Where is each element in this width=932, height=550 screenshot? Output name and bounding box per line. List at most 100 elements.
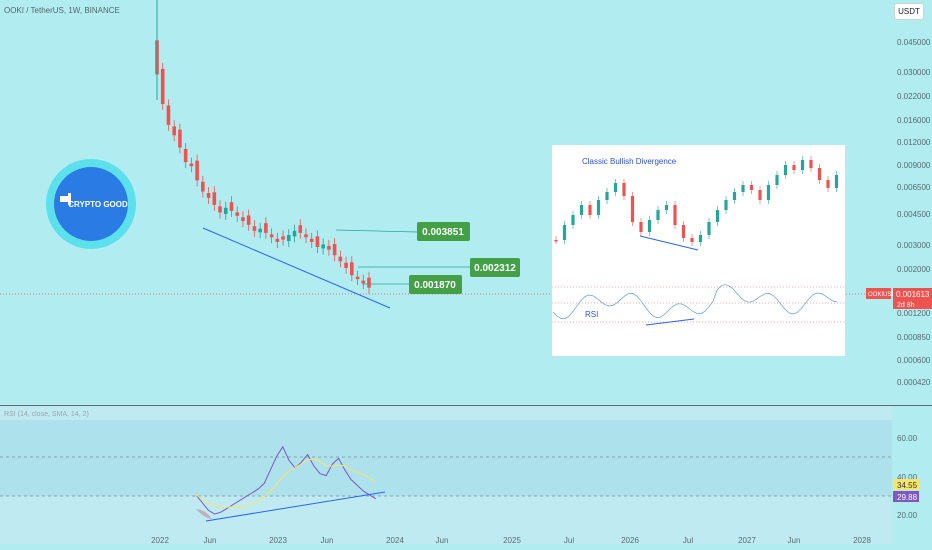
price-axis-label: 0.030000: [897, 68, 931, 77]
price-axis-label: 0.045000: [897, 38, 931, 47]
inset-candle-body: [690, 238, 694, 242]
candle-body: [264, 223, 268, 233]
divergence-inset: Classic Bullish Divergence RSI: [552, 145, 845, 356]
price-axis-label: 0.001200: [897, 309, 931, 318]
inset-candle-body: [809, 160, 813, 168]
time-axis-label: 2022: [151, 536, 169, 545]
price-axis-label: 0.004500: [897, 210, 931, 219]
candle-body: [258, 228, 262, 233]
rsi-value-tag-value: 29.88: [897, 493, 918, 502]
rsi-sma-tag: [893, 479, 919, 490]
candle-body: [229, 202, 234, 211]
inset-candle-body: [571, 215, 575, 225]
rsi-axis[interactable]: 60.00 40.00 20.00 34.55 29.88: [893, 434, 919, 520]
rsi-axis-label: 20.00: [897, 511, 918, 520]
candle-body: [367, 277, 371, 288]
inset-candle-body: [732, 192, 737, 200]
candle-body: [166, 105, 171, 125]
price-axis-label: 0.006500: [897, 183, 931, 192]
rsi-band: [0, 420, 892, 496]
candles-group: [155, 0, 371, 294]
inset-title: Classic Bullish Divergence: [582, 157, 677, 166]
inset-candle-body: [775, 175, 779, 185]
candle-body: [344, 262, 348, 268]
candle-body: [309, 238, 314, 242]
rsi-oversold-fill: [196, 509, 212, 519]
candle-body: [315, 236, 320, 248]
candle-body: [321, 244, 325, 249]
inset-candle-body: [656, 210, 660, 220]
inset-candle-body: [800, 160, 805, 170]
inset-candle-body: [817, 168, 822, 180]
inset-candle-body: [664, 205, 669, 210]
time-axis-label: Jul: [564, 536, 574, 545]
candle-body: [212, 192, 217, 205]
candle-body: [201, 181, 205, 192]
target-lines: [335, 229, 470, 285]
rsi-sma-line: [195, 458, 377, 509]
inset-candle-body: [724, 200, 728, 210]
price-axis-label: 0.012000: [897, 138, 931, 147]
price-axis[interactable]: 0.045000 0.030000 0.022000 0.016000 0.012000…: [897, 38, 931, 387]
time-axis-label: 2025: [503, 536, 521, 545]
candle-body: [292, 230, 297, 237]
last-price-value: 0.001613: [896, 290, 930, 299]
inset-rsi-label: RSI: [585, 310, 598, 319]
candle-body: [355, 276, 360, 280]
trendline[interactable]: [202, 227, 391, 309]
target-box-2[interactable]: 0.002312: [470, 258, 520, 277]
time-axis-label: Jul: [683, 536, 693, 545]
crypto-good-logo: CRYPTO GOOD: [46, 159, 136, 249]
logo-text: CRYPTO GOOD: [68, 200, 128, 209]
candle-body: [361, 280, 366, 284]
candle-body: [275, 238, 280, 242]
target-label-1: 0.003851: [422, 227, 464, 238]
target-label-2: 0.002312: [474, 263, 516, 274]
candle-body: [195, 160, 199, 181]
rsi-trendline[interactable]: [205, 491, 386, 522]
rsi-sma-tag-value: 34.55: [897, 481, 918, 490]
inset-candles: [554, 156, 839, 246]
inset-price-divergence-line: [639, 235, 699, 251]
candle-body: [218, 206, 222, 213]
price-axis-label: 0.016000: [897, 116, 931, 125]
inset-candle-body: [630, 196, 635, 222]
candle-body: [183, 148, 188, 163]
candle-body: [189, 163, 194, 167]
inset-candle-body: [715, 210, 720, 222]
candle-body: [327, 245, 331, 250]
candle-body: [350, 262, 354, 276]
candle-body: [304, 234, 308, 238]
candle-body: [281, 236, 285, 240]
candle-body: [269, 234, 274, 238]
inset-rsi-divergence-line: [645, 318, 695, 326]
last-price-countdown: 2d 8h: [897, 302, 915, 309]
candle-body: [223, 207, 228, 214]
rsi-line: [195, 445, 377, 515]
candle-body: [252, 226, 257, 231]
inset-candle-body: [749, 185, 754, 190]
rsi-indicator-title: RSI (14, close, SMA, 14, 2): [4, 411, 89, 418]
last-price-tag: OOKIUSDT 0.001613 2d 8h: [866, 288, 932, 309]
candle-body: [246, 215, 251, 225]
target-box-3[interactable]: 0.001870: [409, 275, 462, 294]
inset-candle-body: [741, 185, 745, 192]
inset-candle-body: [562, 225, 567, 240]
target-label-3: 0.001870: [414, 280, 456, 291]
rsi-value-tag: [893, 491, 919, 502]
price-axis-label: 0.002000: [897, 265, 931, 274]
time-axis-label: Jun: [436, 536, 449, 545]
inset-candle-body: [792, 165, 796, 170]
time-axis-label: 2027: [738, 536, 756, 545]
inset-candle-body: [783, 165, 788, 175]
rsi-axis-label: 60.00: [897, 434, 918, 443]
currency-button[interactable]: USDT: [894, 3, 924, 20]
time-axis-label: Jun: [321, 536, 334, 545]
target-box-1[interactable]: 0.003851: [417, 222, 470, 241]
time-axis[interactable]: 2022 Jun 2023 Jun 2024 Jun 2025 Jul 2026 Jul 2027 J…: [151, 536, 871, 545]
inset-candle-body: [613, 183, 618, 192]
inset-candle-body: [707, 222, 711, 235]
candle-body: [298, 225, 303, 233]
